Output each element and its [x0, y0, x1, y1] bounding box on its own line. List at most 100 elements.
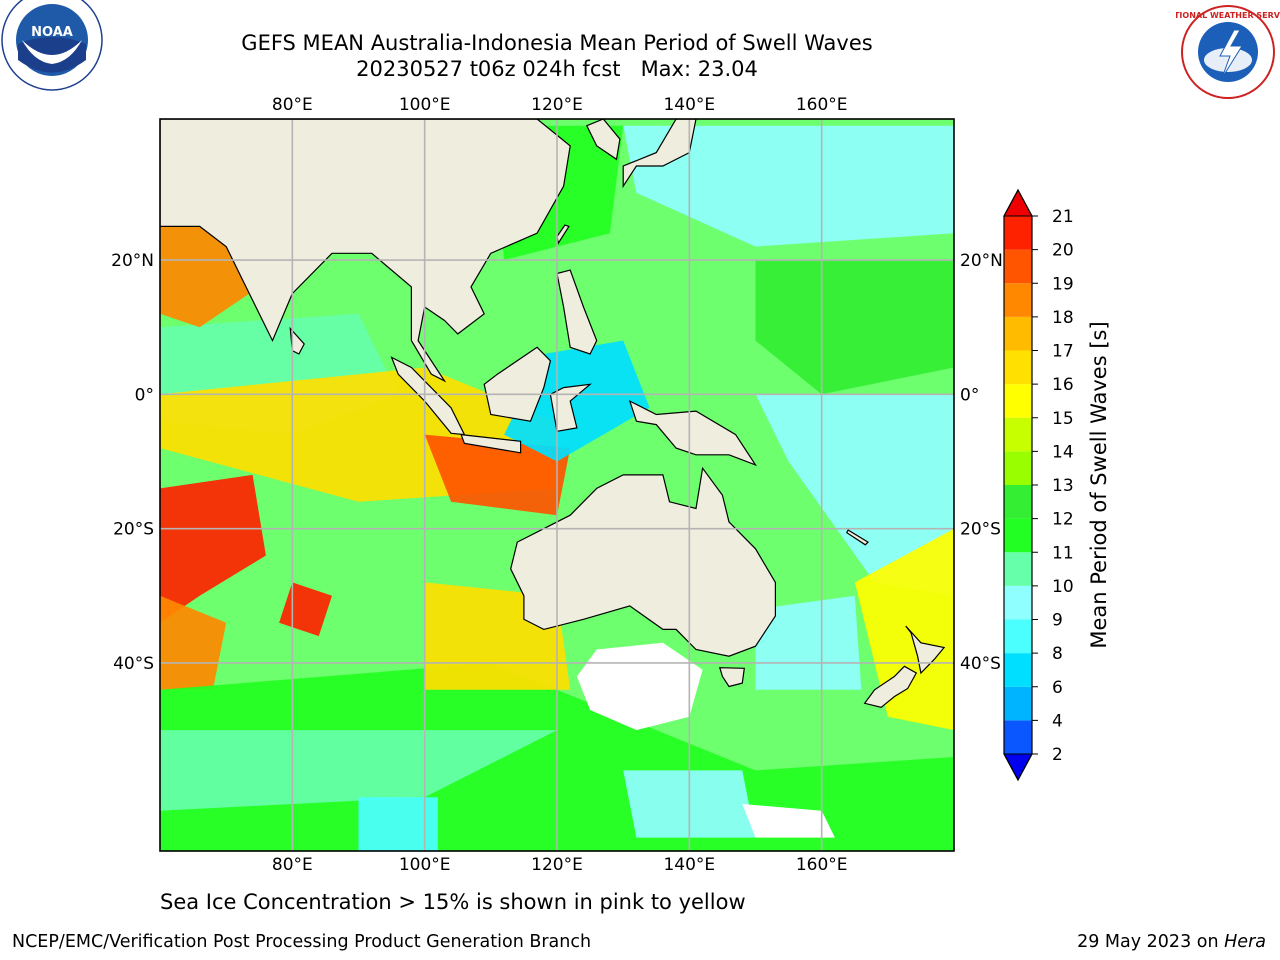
colorbar-segment: [1004, 518, 1032, 553]
x-tick-label-top: 160°E: [796, 95, 848, 115]
sea-ice-note: Sea Ice Concentration > 15% is shown in …: [160, 890, 746, 914]
colorbar-segment: [1004, 283, 1032, 317]
colorbar: 2 4 6 8 9 10 11 12 13 14 15 16 17 18 19 20 21 Mean Period…: [1003, 188, 1111, 782]
colorbar-segment: [1004, 720, 1032, 754]
x-ticks-top: 80°E 100°E 120°E 140°E 160°E: [272, 95, 848, 115]
noaa-logo: NOAA: [1, 0, 103, 91]
nws-logo: NATIONAL WEATHER SERVICE: [1176, 5, 1280, 99]
colorbar-tick-label: 11: [1052, 543, 1074, 563]
map-area: [160, 119, 954, 851]
colorbar-tick-label: 19: [1052, 274, 1074, 294]
x-tick-label-bottom: 120°E: [531, 855, 583, 875]
colorbar-tick-label: 9: [1052, 611, 1063, 631]
x-ticks-bottom: 80°E 100°E 120°E 140°E 160°E: [272, 855, 848, 875]
swell-patch: [160, 595, 227, 690]
mask-area: [742, 804, 835, 838]
land-polygon: [905, 625, 946, 675]
colorbar-segment: [1004, 216, 1032, 250]
y-ticks-left: 20°N 0° 20°S 40°S: [111, 251, 154, 674]
land-polygon: [846, 529, 869, 546]
colorbar-tick-label: 10: [1052, 577, 1074, 597]
swell-patch: [755, 260, 954, 395]
footer-date-text: 29 May 2023 on: [1077, 932, 1225, 952]
colorbar-segment: [1004, 585, 1032, 620]
footer-date: 29 May 2023 on Hera: [1077, 932, 1266, 952]
x-tick-label-top: 80°E: [272, 95, 313, 115]
colorbar-segment: [1004, 350, 1032, 385]
land-polygon: [460, 433, 522, 454]
land-polygon: [160, 119, 571, 383]
y-tick-label-right: 0°: [960, 385, 979, 405]
colorbar-tick-label: 15: [1052, 409, 1074, 429]
colorbar-segment: [1004, 249, 1032, 284]
colorbar-tick-label: 6: [1052, 678, 1063, 698]
colorbar-segment: [1004, 552, 1032, 586]
land-polygon: [556, 269, 598, 355]
x-tick-label-top: 140°E: [663, 95, 715, 115]
colorbar-tick-label: 8: [1052, 644, 1063, 664]
colorbar-tick-label: 17: [1052, 342, 1074, 362]
land-polygon: [718, 667, 745, 688]
footer-branch: NCEP/EMC/Verification Post Processing Pr…: [12, 932, 592, 952]
gridlines: [160, 119, 954, 851]
y-tick-label-left: 0°: [135, 385, 154, 405]
x-tick-label-top: 120°E: [531, 95, 583, 115]
colorbar-tick-label: 4: [1052, 711, 1063, 731]
swell-patch: [755, 394, 954, 596]
x-tick-label-top: 100°E: [399, 95, 451, 115]
colorbar-tick-label: 21: [1052, 207, 1074, 227]
x-tick-label-bottom: 140°E: [663, 855, 715, 875]
colorbar-over-arrow: [1003, 188, 1033, 217]
colorbar-under-arrow: [1003, 753, 1033, 782]
colorbar-tick-label: 18: [1052, 308, 1074, 328]
nws-logo-text: NATIONAL WEATHER SERVICE: [1176, 11, 1280, 20]
land-polygon: [483, 346, 552, 422]
swell-patch: [424, 434, 571, 516]
swell-patch: [854, 528, 954, 731]
colorbar-segment: [1004, 417, 1032, 452]
chart-title: GEFS MEAN Australia-Indonesia Mean Perio…: [241, 31, 873, 55]
x-tick-label-bottom: 80°E: [272, 855, 313, 875]
swell-patch: [755, 595, 862, 690]
colorbar-tick-label: 16: [1052, 375, 1074, 395]
swell-patch: [160, 730, 557, 811]
map-frame: [159, 118, 955, 852]
colorbar-segment: [1004, 316, 1032, 351]
colorbar-tick-label: 13: [1052, 476, 1074, 496]
colorbar-tick-label: 20: [1052, 241, 1074, 261]
colorbar-tick-label: 14: [1052, 442, 1074, 462]
y-tick-label-left: 40°S: [113, 654, 154, 674]
swell-patch: [623, 125, 954, 247]
colorbar-segment: [1004, 686, 1032, 721]
chart-subtitle: 20230527 t06z 024h fcst Max: 23.04: [356, 57, 758, 81]
colorbar-segment: [1004, 485, 1032, 519]
colorbar-segment: [1004, 451, 1032, 485]
noaa-logo-text: NOAA: [31, 25, 73, 40]
y-ticks-right: 20°N 0° 20°S 40°S: [960, 251, 1003, 674]
land-polygon: [510, 466, 777, 657]
colorbar-label: Mean Period of Swell Waves [s]: [1087, 321, 1111, 648]
x-tick-label-bottom: 160°E: [796, 855, 848, 875]
colorbar-tick-label: 12: [1052, 510, 1074, 530]
land-polygon: [628, 399, 758, 467]
x-tick-label-bottom: 100°E: [399, 855, 451, 875]
y-tick-label-right: 20°S: [960, 520, 1001, 540]
colorbar-tick-label: 2: [1052, 745, 1063, 765]
y-tick-label-left: 20°N: [111, 251, 154, 271]
colorbar-segment: [1004, 653, 1032, 687]
land-polygon: [622, 119, 697, 189]
swell-patch: [358, 797, 438, 851]
colorbar-segment: [1004, 619, 1032, 654]
land-polygon: [585, 119, 621, 161]
y-tick-label-left: 20°S: [113, 520, 154, 540]
y-tick-label-right: 40°S: [960, 654, 1001, 674]
land-masses: [160, 119, 946, 838]
land-polygon: [863, 665, 918, 708]
y-tick-label-right: 20°N: [960, 251, 1003, 271]
land-polygon: [390, 356, 466, 436]
swell-patch: [160, 474, 266, 623]
footer-host: Hera: [1224, 932, 1266, 952]
mask-area: [576, 642, 703, 731]
colorbar-segment: [1004, 384, 1032, 418]
